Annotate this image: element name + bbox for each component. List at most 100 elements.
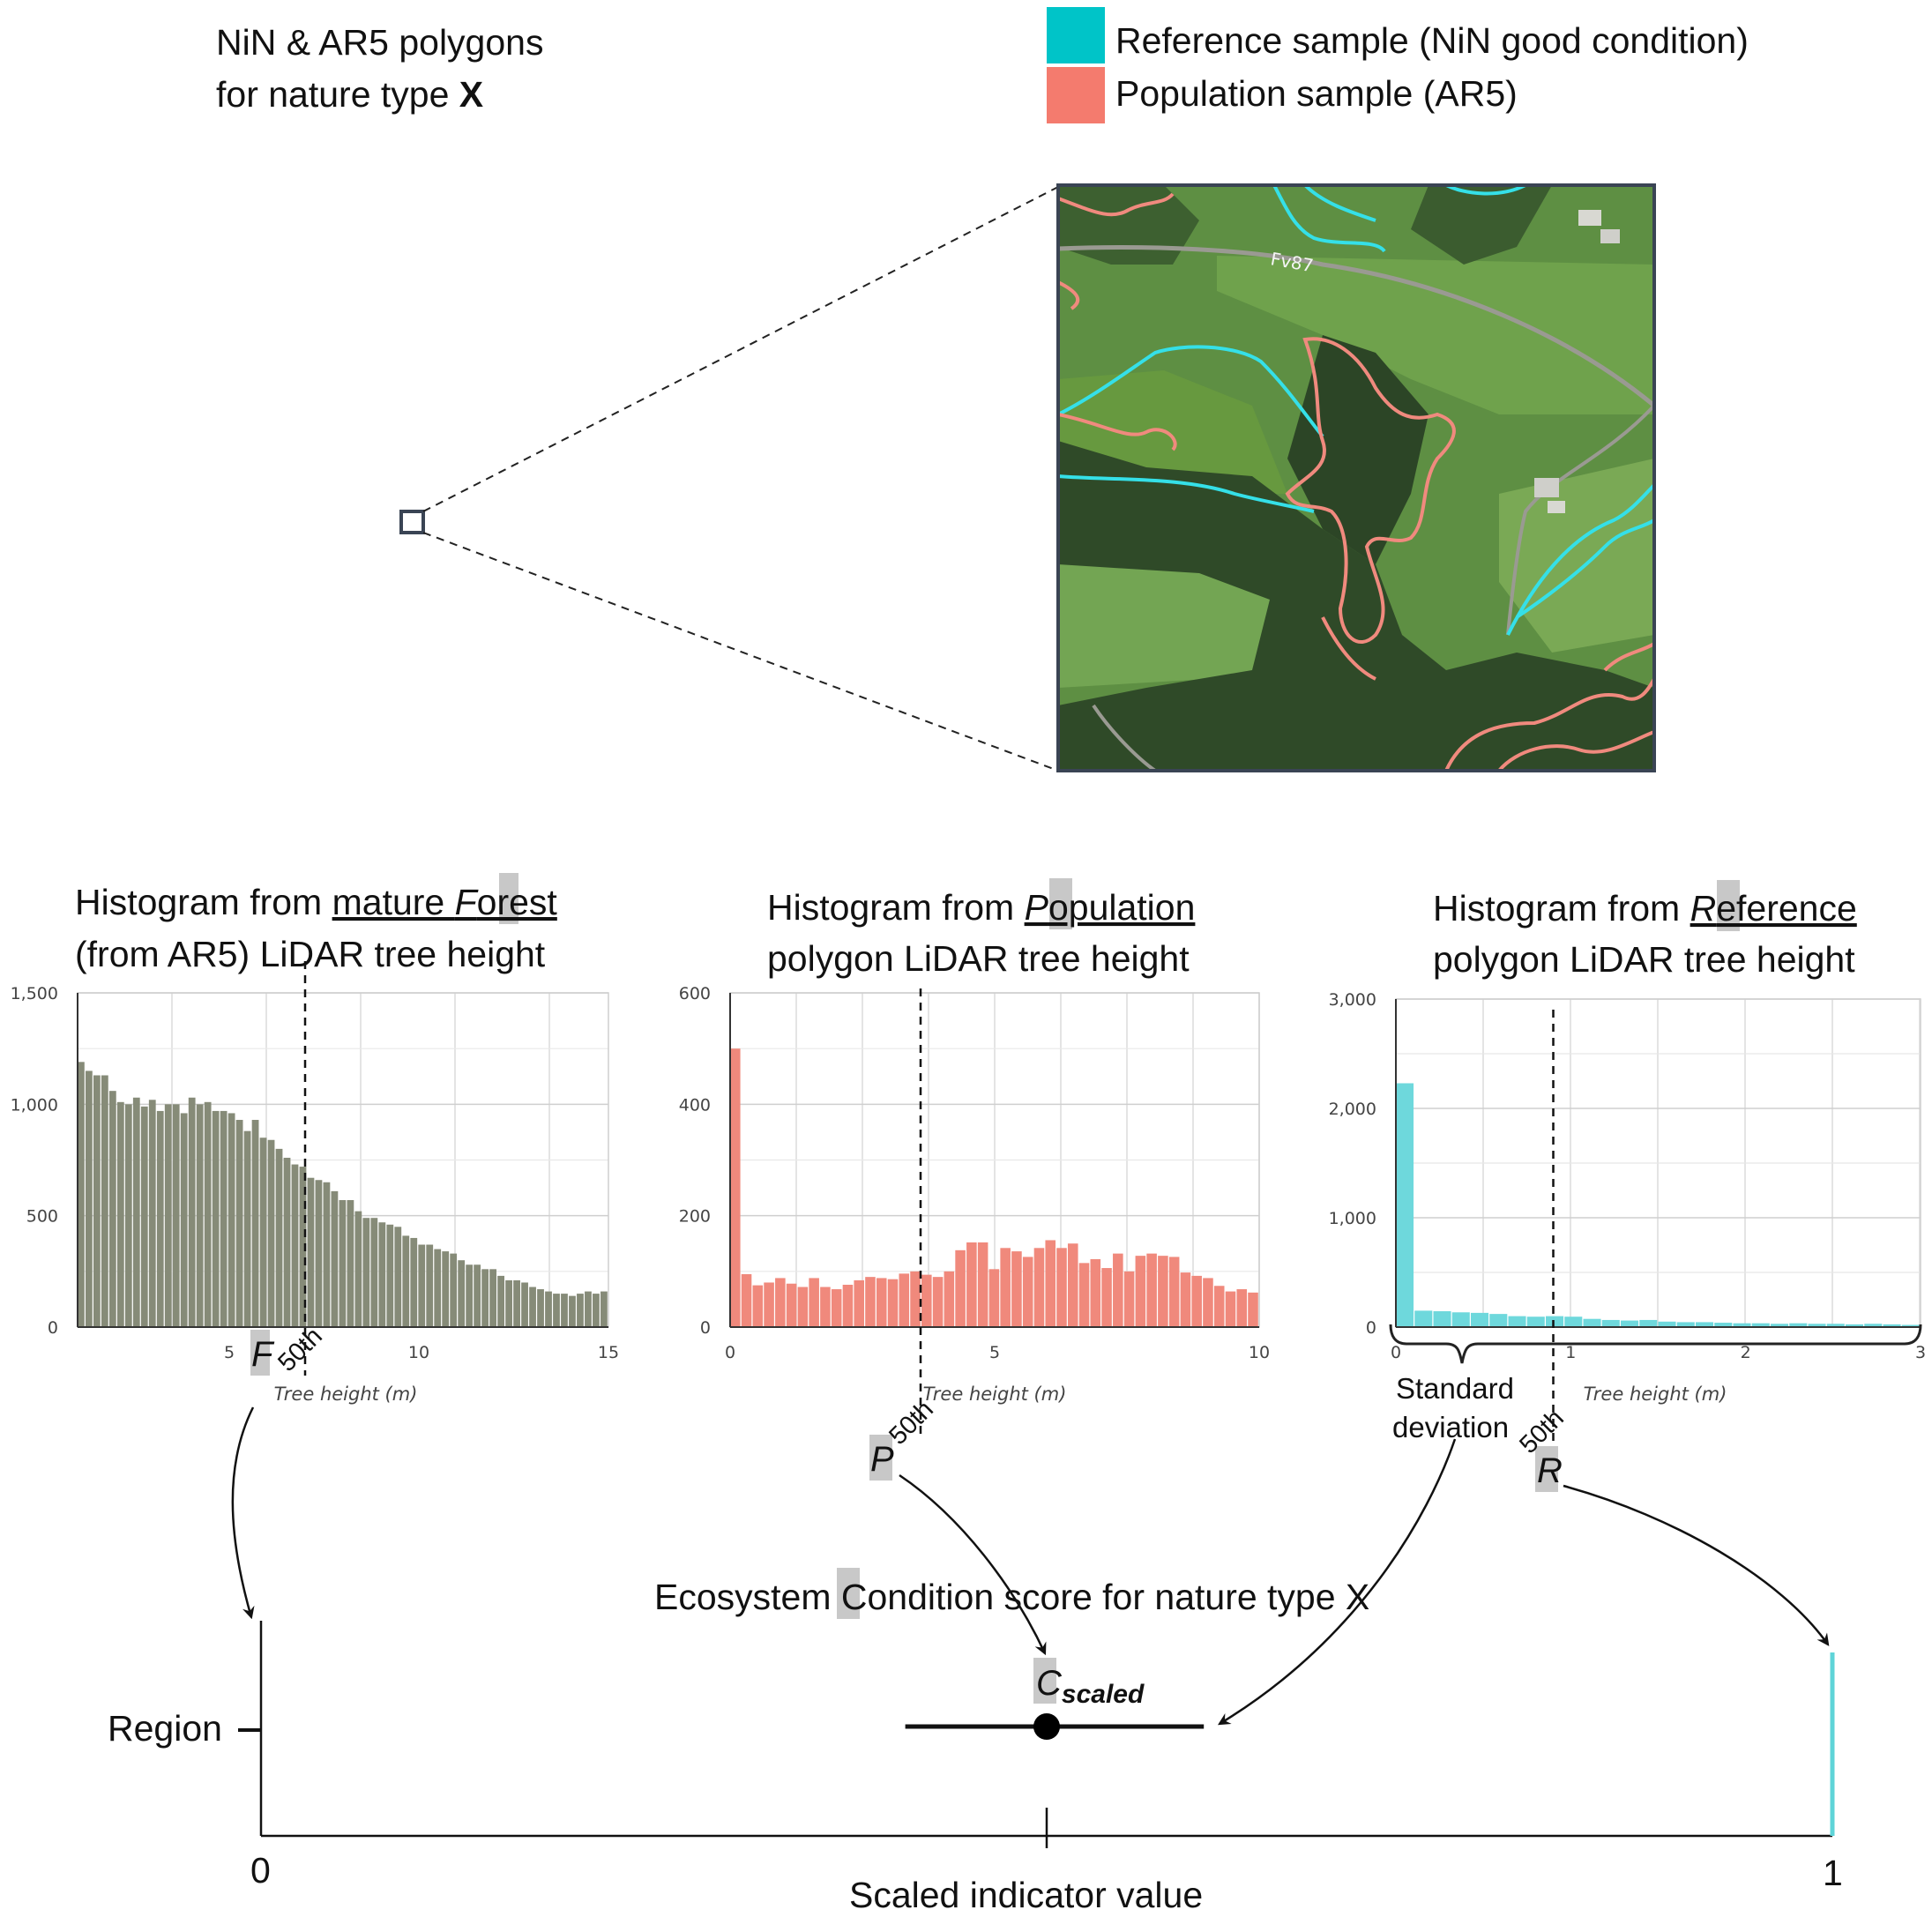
histogram-bar xyxy=(251,1120,259,1327)
histogram-bar xyxy=(474,1264,481,1327)
histogram-bar xyxy=(228,1113,235,1327)
letter-f: F xyxy=(251,1335,275,1374)
percentile-label-forest: 50th xyxy=(272,1322,328,1377)
region-label: Region xyxy=(108,1708,222,1749)
histogram-bar xyxy=(1564,1317,1583,1327)
histogram-bar xyxy=(1213,1286,1225,1327)
y-tick-label: 1,000 xyxy=(1329,1209,1376,1228)
map-forest xyxy=(1058,441,1654,771)
legend-swatch-population xyxy=(1047,67,1105,123)
histogram-bar xyxy=(1489,1314,1508,1327)
histogram-bar xyxy=(585,1291,592,1327)
histogram-bar xyxy=(180,1113,188,1327)
x-tick-label: 5 xyxy=(224,1343,235,1362)
histogram-bar xyxy=(172,1104,180,1327)
histogram-bar xyxy=(101,1075,108,1327)
histogram-bar xyxy=(966,1242,977,1327)
arrow-r-to-one xyxy=(1563,1484,1830,1646)
histogram-bar xyxy=(752,1285,764,1327)
histogram-bar xyxy=(1901,1324,1920,1327)
histogram-bar xyxy=(402,1235,410,1327)
histogram-bar xyxy=(505,1279,512,1327)
histogram-bar xyxy=(775,1278,786,1327)
histogram-bar xyxy=(1471,1312,1489,1327)
histogram-bar xyxy=(1011,1251,1022,1327)
y-tick-label: 200 xyxy=(679,1207,711,1227)
histogram-bar xyxy=(354,1211,362,1327)
histogram-bar xyxy=(489,1269,497,1327)
x-tick-label: 10 xyxy=(1249,1343,1270,1362)
histogram-bar xyxy=(331,1190,339,1327)
legend-label-population: Population sample (AR5) xyxy=(1115,73,1518,114)
map-building xyxy=(1548,501,1565,513)
y-tick-label: 0 xyxy=(700,1318,711,1338)
histogram-bar xyxy=(212,1110,220,1327)
histogram-bar xyxy=(299,1167,307,1327)
cscaled-point xyxy=(1033,1713,1060,1740)
histogram-bar xyxy=(569,1295,576,1327)
histogram-bar xyxy=(1714,1323,1733,1327)
histogram-bar xyxy=(394,1227,402,1327)
histogram-bar xyxy=(977,1242,988,1327)
map-field xyxy=(1217,256,1654,414)
histogram-bar xyxy=(944,1271,955,1327)
histogram-forest: 0 500 1,000 1,500 5 10 15 Tree height (m) xyxy=(11,961,619,1405)
histogram-bar xyxy=(78,1062,85,1327)
x-tick-label: 1 xyxy=(1565,1343,1576,1362)
histogram-bar xyxy=(854,1279,864,1327)
map-road xyxy=(1092,704,1157,771)
histogram-bar xyxy=(561,1294,568,1327)
histogram-bar xyxy=(730,1048,741,1327)
histogram-bar xyxy=(339,1199,347,1327)
histogram-bar xyxy=(521,1282,528,1327)
histogram-bar xyxy=(764,1282,774,1327)
axis-title: Scaled indicator value xyxy=(849,1875,1203,1915)
histogram-bar xyxy=(1113,1253,1123,1327)
histogram-bar xyxy=(93,1075,101,1327)
histogram-bar xyxy=(235,1120,243,1327)
histogram-bar xyxy=(1676,1322,1695,1327)
histogram-bar xyxy=(553,1294,560,1327)
ecosystem-condition-title: Ecosystem Condition score for nature typ… xyxy=(654,1577,1369,1617)
histogram-bar xyxy=(1789,1323,1808,1327)
histogram-bar xyxy=(1090,1258,1101,1327)
y-tick-label: 600 xyxy=(679,984,711,1003)
arrow-f-to-zero xyxy=(231,1406,255,1620)
histogram-bar xyxy=(1000,1248,1011,1327)
highlight-r-letter xyxy=(1535,1446,1558,1492)
x-tick-label: 15 xyxy=(598,1343,619,1362)
histogram-bar xyxy=(988,1269,1000,1327)
x-tick-label: 5 xyxy=(989,1343,1000,1362)
histogram-bar xyxy=(1433,1311,1451,1327)
map-road xyxy=(1506,404,1654,636)
histogram-bar xyxy=(291,1164,299,1327)
histogram-bar xyxy=(156,1110,164,1327)
histogram-bar xyxy=(116,1101,124,1327)
highlight-c-label xyxy=(1033,1658,1056,1704)
map-frame xyxy=(1056,183,1656,772)
x-axis-label: Tree height (m) xyxy=(274,1384,418,1405)
histogram-bar xyxy=(513,1279,520,1327)
histogram-bar xyxy=(537,1289,544,1327)
histogram-bar xyxy=(418,1244,426,1327)
histogram-bar xyxy=(1022,1257,1033,1327)
histogram-bar xyxy=(1168,1257,1180,1327)
histogram-bar xyxy=(1696,1322,1714,1327)
x-tick-label: 0 xyxy=(725,1343,735,1362)
histogram-bar xyxy=(1658,1321,1676,1327)
histogram-bar xyxy=(220,1110,228,1327)
histogram-bar xyxy=(243,1130,251,1327)
histogram-bar xyxy=(466,1264,474,1327)
cscaled-label: Cscaled xyxy=(1036,1664,1145,1709)
histogram-bar xyxy=(378,1222,386,1327)
histogram-population: 0 200 400 600 0 5 10 Tree height (m) xyxy=(679,984,1270,1437)
map-road xyxy=(1058,245,1654,407)
histogram-bar xyxy=(481,1269,489,1327)
y-tick-label: 3,000 xyxy=(1329,990,1376,1010)
histogram-bar xyxy=(1414,1310,1433,1327)
histogram-bar xyxy=(259,1138,267,1327)
histogram-bar xyxy=(910,1271,921,1327)
histogram-bar xyxy=(497,1275,504,1327)
histogram-bar xyxy=(1808,1324,1826,1327)
